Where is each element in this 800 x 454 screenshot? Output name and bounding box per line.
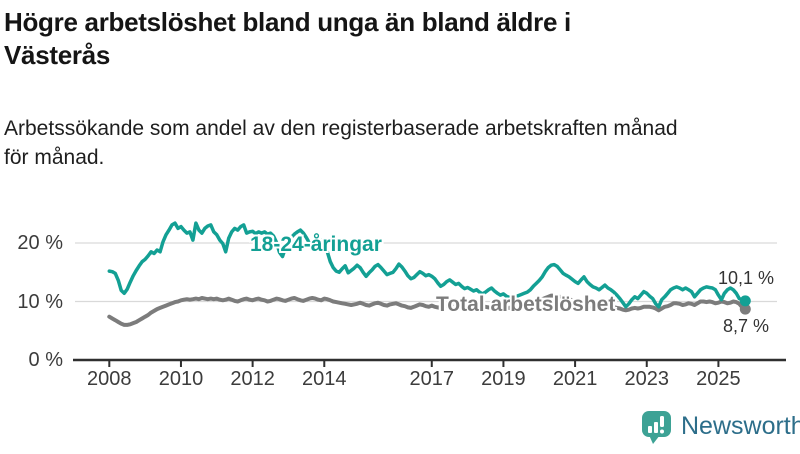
y-tick-label: 0 % <box>28 349 63 371</box>
x-tick-label: 2019 <box>481 368 526 390</box>
end-value-total: 8,7 % <box>723 316 770 336</box>
end-value-18-24: 10,1 % <box>718 268 775 288</box>
x-tick-label: 2012 <box>230 368 275 390</box>
series-line-1 <box>107 221 748 309</box>
series-label-total: Total arbetslöshet <box>436 293 616 316</box>
newsworthy-logo[interactable]: Newsworthy <box>641 409 800 450</box>
x-tick-label: 2025 <box>696 368 741 390</box>
brand-name: Newsworthy <box>681 412 800 440</box>
x-tick-label: 2014 <box>302 368 347 390</box>
page-title: Högre arbetslöshet bland unga än bland ä… <box>4 7 571 37</box>
x-tick-label: 2021 <box>552 368 598 390</box>
series-label-18-24: 18-24-åringar <box>250 233 382 256</box>
y-tick-label: 20 % <box>17 232 63 254</box>
end-dot-1 <box>739 295 751 307</box>
chart-subtitle-line2: för månad. <box>4 146 105 169</box>
x-tick-label: 2017 <box>409 368 455 390</box>
x-tick-label: 2008 <box>87 368 132 390</box>
x-tick-label: 2023 <box>624 368 670 390</box>
x-tick-label: 2010 <box>158 368 204 390</box>
chart-speech-bubble-icon <box>642 411 671 444</box>
y-tick-label: 10 % <box>17 290 63 313</box>
page-title-line2: Västerås <box>4 40 111 70</box>
end-dot-0 <box>739 303 751 315</box>
chart-subtitle: Arbetssökande som andel av den registerb… <box>4 117 678 140</box>
series-line-0 <box>107 293 748 327</box>
